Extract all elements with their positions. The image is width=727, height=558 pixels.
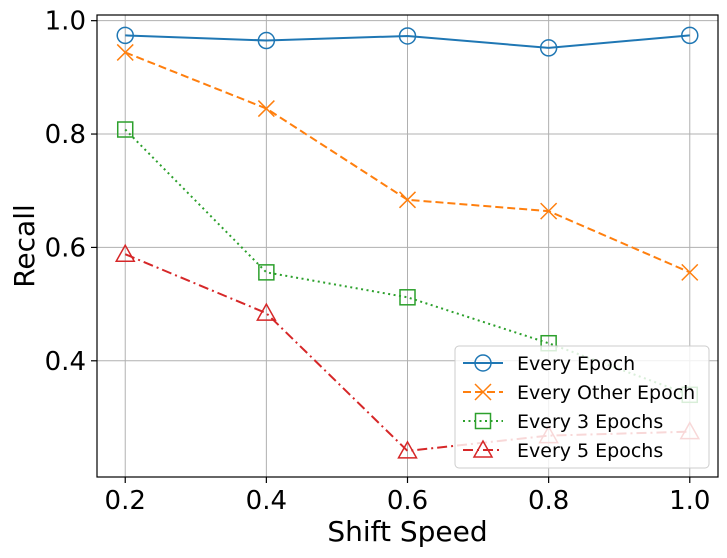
x-tick-label: 0.6 bbox=[387, 486, 428, 516]
y-tick-label: 0.8 bbox=[45, 120, 86, 150]
data-point bbox=[256, 302, 277, 321]
x-tick-label: 0.4 bbox=[246, 486, 287, 516]
legend-item: Every Other Epoch bbox=[463, 382, 695, 404]
data-point bbox=[399, 289, 416, 306]
grid bbox=[97, 15, 718, 477]
data-point bbox=[116, 43, 134, 61]
data-point bbox=[681, 26, 699, 45]
y-tick-label: 1.0 bbox=[45, 7, 86, 37]
data-point bbox=[258, 264, 275, 281]
series-every-other-epoch bbox=[116, 43, 699, 281]
legend-label: Every Other Epoch bbox=[517, 382, 695, 404]
x-tick-label: 0.8 bbox=[528, 486, 569, 516]
data-point bbox=[398, 27, 417, 45]
data-point bbox=[398, 191, 417, 209]
legend-item: Every 5 Epochs bbox=[463, 439, 663, 462]
legend-label: Every Epoch bbox=[517, 353, 635, 375]
y-axis-label: Recall bbox=[8, 204, 41, 288]
y-tick-label: 0.4 bbox=[45, 347, 86, 377]
y-tick-label: 0.6 bbox=[45, 233, 86, 263]
legend-marker bbox=[474, 383, 492, 401]
data-point bbox=[114, 243, 136, 262]
data-point bbox=[681, 263, 699, 281]
data-point bbox=[397, 440, 418, 459]
x-tick-label: 1.0 bbox=[669, 486, 710, 516]
x-axis-ticks: 0.2 0.4 0.6 0.8 1.0 bbox=[105, 477, 710, 516]
legend-item: Every Epoch bbox=[463, 353, 635, 375]
legend-label: Every 5 Epochs bbox=[517, 440, 663, 462]
data-point bbox=[257, 31, 276, 50]
x-axis-label: Shift Speed bbox=[327, 515, 487, 548]
x-tick-label: 0.2 bbox=[105, 486, 146, 516]
data-point bbox=[116, 121, 134, 138]
legend: Every Epoch Every Other Epoch Every 3 Epoc… bbox=[454, 345, 710, 469]
legend-item: Every 3 Epochs bbox=[463, 411, 663, 433]
y-axis-ticks: 0.4 0.6 0.8 1.0 bbox=[45, 7, 97, 377]
series-every-epoch bbox=[116, 26, 699, 57]
legend-marker bbox=[474, 354, 492, 372]
legend-marker bbox=[474, 412, 492, 430]
legend-marker bbox=[472, 439, 494, 458]
data-point bbox=[116, 26, 134, 45]
data-point bbox=[540, 202, 558, 220]
legend-box bbox=[454, 345, 710, 469]
series-line bbox=[124, 128, 691, 396]
series-line bbox=[124, 253, 690, 452]
data-point bbox=[539, 39, 558, 57]
series-line bbox=[125, 34, 690, 49]
legend-label: Every 3 Epochs bbox=[517, 411, 663, 433]
data-point bbox=[257, 100, 275, 118]
